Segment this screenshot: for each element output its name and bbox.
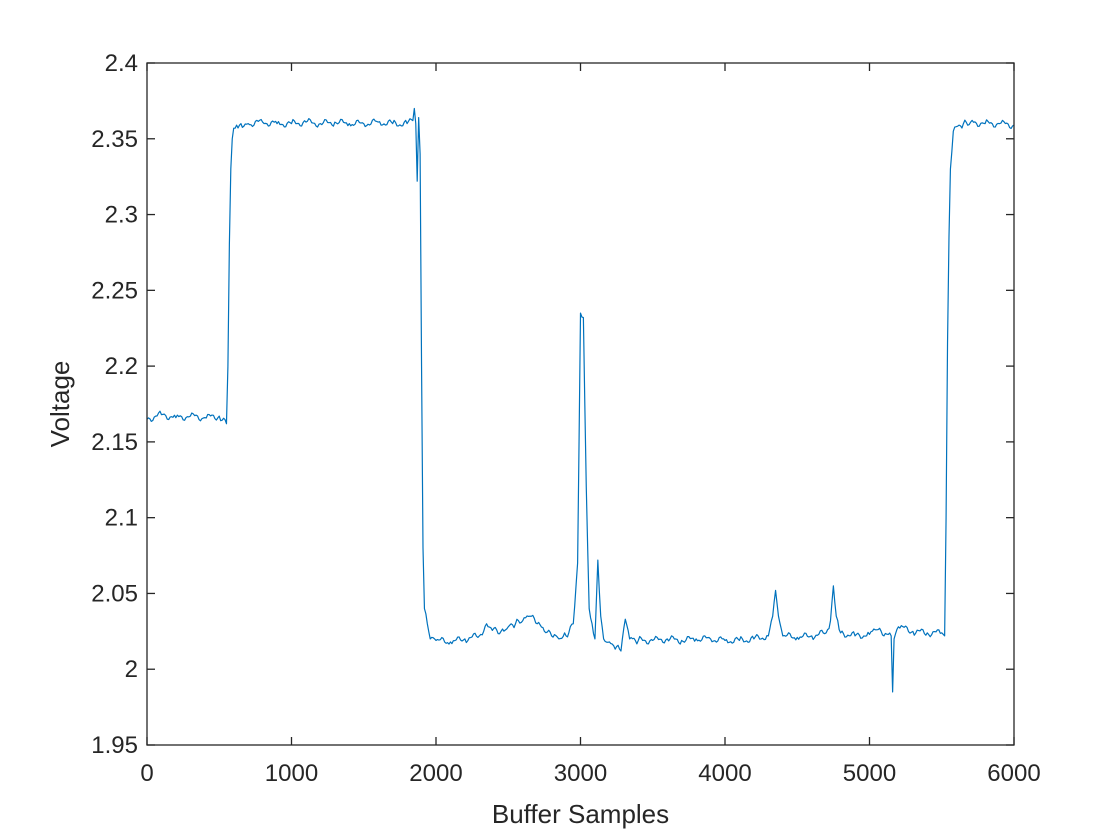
y-tick-label: 2.35	[91, 126, 138, 153]
series-line	[146, 107, 1015, 693]
x-axis-label: Buffer Samples	[492, 799, 669, 829]
x-tick-label: 2000	[409, 760, 462, 787]
x-tick-label: 0	[140, 760, 153, 787]
x-axis: 0 1000 2000 3000 4000 5000 6000	[140, 63, 1041, 787]
x-tick-label: 5000	[843, 760, 896, 787]
plot-area	[147, 63, 1014, 745]
y-tick-label: 2.3	[105, 202, 138, 229]
x-tick-label: 1000	[265, 760, 318, 787]
y-tick-label: 1.95	[91, 732, 138, 759]
y-tick-label: 2.4	[105, 50, 138, 77]
x-tick-label: 4000	[698, 760, 751, 787]
y-axis-label: Voltage	[45, 361, 75, 448]
y-axis: 1.95 2 2.05 2.1 2.15 2.2 2.25 2.3 2.35 2.4	[91, 50, 1014, 759]
x-tick-label: 3000	[554, 760, 607, 787]
series-layer	[146, 107, 1015, 693]
y-tick-label: 2.1	[105, 505, 138, 532]
y-tick-label: 2.05	[91, 580, 138, 607]
y-tick-label: 2.15	[91, 429, 138, 456]
y-tick-label: 2.2	[105, 353, 138, 380]
y-tick-label: 2	[125, 656, 138, 683]
x-tick-label: 6000	[987, 760, 1040, 787]
y-tick-label: 2.25	[91, 277, 138, 304]
